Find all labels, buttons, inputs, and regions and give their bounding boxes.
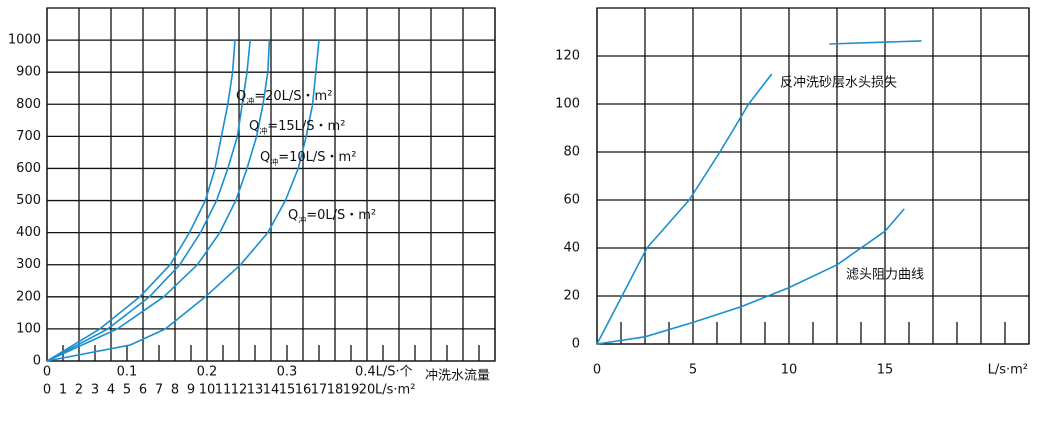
label-rest: =0L/S・m² xyxy=(306,208,376,223)
y-tick-label: 900 xyxy=(16,65,41,80)
x-tick-label: 0 xyxy=(43,383,51,398)
y-tick-label: 400 xyxy=(16,225,41,240)
label-sub: 冲 xyxy=(259,126,267,136)
plot-frame xyxy=(596,7,1030,345)
label-main: Q xyxy=(260,150,270,165)
x2-tick-label: 0.3 xyxy=(277,365,298,380)
x-tick-label: 14 xyxy=(263,383,280,398)
label-main: Q xyxy=(288,208,298,223)
y-tick-label: 700 xyxy=(16,129,41,144)
curve-label: Q冲=15L/S・m² xyxy=(249,119,345,136)
x2-tick-label: 0.4L/S·个 xyxy=(355,365,413,380)
data-line xyxy=(596,208,905,345)
curve-label: Q冲=10L/S・m² xyxy=(260,150,356,167)
series-label: 滤头阻力曲线 xyxy=(846,268,924,283)
label-main: Q xyxy=(236,89,246,104)
y-tick-label: 200 xyxy=(16,289,41,304)
label-sub: 冲 xyxy=(298,215,306,225)
label-rest: =15L/S・m² xyxy=(267,119,345,134)
x-tick-label: 18 xyxy=(327,383,344,398)
x-tick-label: 4 xyxy=(107,383,115,398)
x-tick-label: 8 xyxy=(171,383,179,398)
data-line xyxy=(46,40,251,362)
label-main: Q xyxy=(249,119,259,134)
y-tick-label: 80 xyxy=(563,145,580,160)
x-tick-label: 6 xyxy=(139,383,147,398)
y-tick-label: 600 xyxy=(16,161,41,176)
x-tick-label: 7 xyxy=(155,383,163,398)
x-tick-label: 9 xyxy=(187,383,195,398)
x2-tick-label: 0 xyxy=(43,365,51,380)
data-line xyxy=(46,40,271,362)
series-label: 反冲洗砂层水头损失 xyxy=(780,76,897,91)
y-tick-label: 300 xyxy=(16,257,41,272)
x2-tick-label: 0.2 xyxy=(197,365,218,380)
y-tick-label: 120 xyxy=(555,49,580,64)
data-line xyxy=(46,40,236,362)
y-tick-label: 40 xyxy=(563,241,580,256)
x-axis-label: L/s·m² xyxy=(375,383,415,398)
label-sub: 冲 xyxy=(246,96,254,106)
curve-label: Q冲=20L/S・m² xyxy=(236,89,332,106)
x-tick-label: 5 xyxy=(123,383,131,398)
x-tick-label: 11 xyxy=(215,383,232,398)
data-line xyxy=(596,40,922,345)
x2-tick-label: 0.1 xyxy=(117,365,138,380)
x-tick-label: 20 xyxy=(359,383,376,398)
x-tick-label: 0 xyxy=(593,363,601,378)
x-tick-label: 13 xyxy=(247,383,264,398)
label-rest: =10L/S・m² xyxy=(278,150,356,165)
x-tick-label: 10 xyxy=(199,383,216,398)
y-tick-label: 0 xyxy=(572,337,580,352)
y-tick-label: 20 xyxy=(563,289,580,304)
x-tick-label: 15 xyxy=(279,383,296,398)
y-tick-label: 1000 xyxy=(8,33,41,48)
x2-axis-label: 冲洗水流量 xyxy=(425,369,490,384)
label-sub: 冲 xyxy=(270,157,278,167)
x-tick-label: 15 xyxy=(877,363,894,378)
curve-label: Q冲=0L/S・m² xyxy=(288,208,376,225)
data-line xyxy=(46,40,320,362)
x-tick-label: 16 xyxy=(295,383,312,398)
x-tick-label: 3 xyxy=(91,383,99,398)
x-tick-label: 1 xyxy=(59,383,67,398)
y-tick-label: 60 xyxy=(563,193,580,208)
x-tick-label: 12 xyxy=(231,383,248,398)
y-tick-label: 800 xyxy=(16,97,41,112)
y-tick-label: 500 xyxy=(16,193,41,208)
x-tick-label: 5 xyxy=(689,363,697,378)
label-rest: =20L/S・m² xyxy=(254,89,332,104)
x-tick-label: 2 xyxy=(75,383,83,398)
y-tick-label: 0 xyxy=(33,354,41,369)
y-tick-label: 100 xyxy=(555,97,580,112)
x-tick-label: 10 xyxy=(781,363,798,378)
x-axis-label: L/s·m² xyxy=(988,363,1028,378)
x-tick-label: 19 xyxy=(343,383,360,398)
y-tick-label: 100 xyxy=(16,321,41,336)
x-tick-label: 17 xyxy=(311,383,328,398)
